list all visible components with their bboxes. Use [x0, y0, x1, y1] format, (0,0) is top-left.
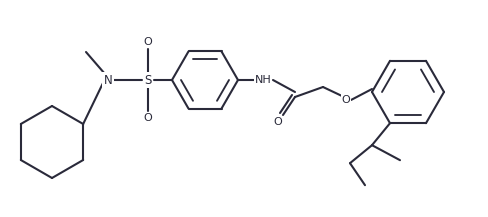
Text: O: O [341, 95, 350, 105]
Text: N: N [103, 74, 112, 87]
Text: O: O [143, 37, 152, 47]
Text: NH: NH [254, 75, 271, 85]
Text: O: O [143, 113, 152, 123]
Text: O: O [273, 117, 282, 127]
Text: S: S [144, 74, 151, 87]
